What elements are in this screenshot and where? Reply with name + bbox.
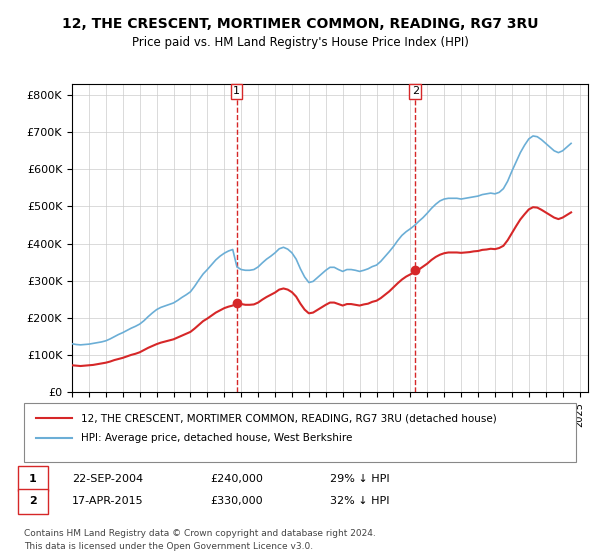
Text: 12, THE CRESCENT, MORTIMER COMMON, READING, RG7 3RU (detached house): 12, THE CRESCENT, MORTIMER COMMON, READI… [81, 413, 497, 423]
Text: £330,000: £330,000 [210, 496, 263, 506]
Text: 29% ↓ HPI: 29% ↓ HPI [330, 474, 389, 484]
Text: 17-APR-2015: 17-APR-2015 [72, 496, 143, 506]
Text: Price paid vs. HM Land Registry's House Price Index (HPI): Price paid vs. HM Land Registry's House … [131, 36, 469, 49]
Text: Contains HM Land Registry data © Crown copyright and database right 2024.: Contains HM Land Registry data © Crown c… [24, 529, 376, 538]
Text: £240,000: £240,000 [210, 474, 263, 484]
Text: 22-SEP-2004: 22-SEP-2004 [72, 474, 143, 484]
Text: 1: 1 [233, 86, 240, 96]
Text: 1: 1 [29, 474, 37, 484]
Text: HPI: Average price, detached house, West Berkshire: HPI: Average price, detached house, West… [81, 433, 352, 444]
Text: This data is licensed under the Open Government Licence v3.0.: This data is licensed under the Open Gov… [24, 542, 313, 551]
Text: 32% ↓ HPI: 32% ↓ HPI [330, 496, 389, 506]
Text: 2: 2 [412, 86, 419, 96]
Text: 2: 2 [29, 496, 37, 506]
Text: 12, THE CRESCENT, MORTIMER COMMON, READING, RG7 3RU: 12, THE CRESCENT, MORTIMER COMMON, READI… [62, 17, 538, 31]
